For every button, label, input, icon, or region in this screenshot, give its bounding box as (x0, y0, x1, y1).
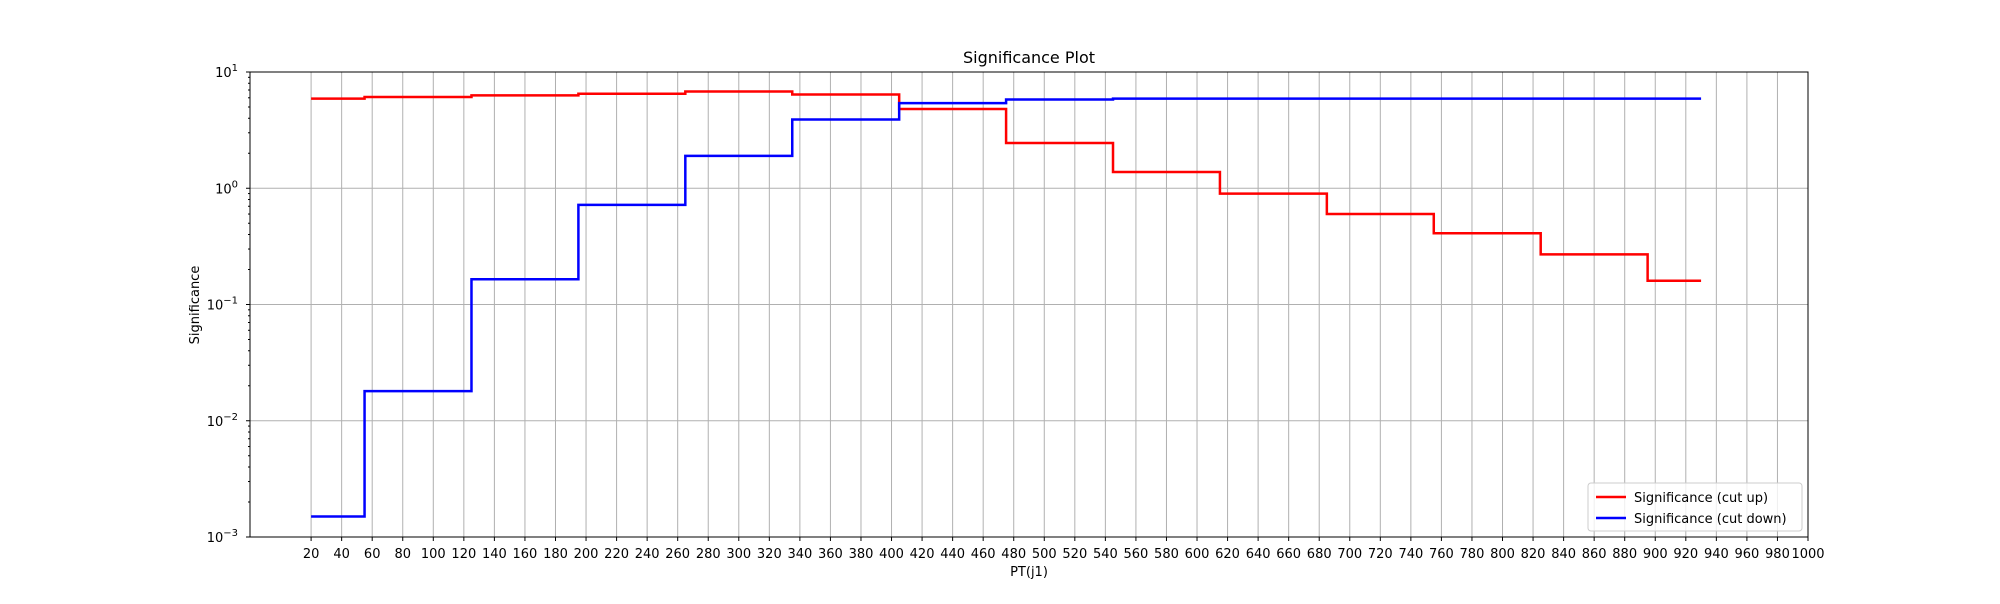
x-tick-label: 320 (757, 547, 782, 562)
x-tick-label: 260 (665, 547, 690, 562)
x-tick-label: 140 (482, 547, 507, 562)
x-tick-label: 600 (1185, 547, 1210, 562)
y-tick-label: 10−3 (207, 528, 238, 546)
y-tick-label: 100 (215, 179, 238, 197)
y-tick-label: 101 (215, 63, 238, 81)
x-tick-label: 1000 (1791, 547, 1824, 562)
x-tick-label: 200 (574, 547, 599, 562)
legend: Significance (cut up) Significance (cut d… (1587, 482, 1803, 532)
x-axis-label: PT(j1) (1010, 565, 1048, 580)
x-tick-label: 120 (451, 547, 476, 562)
series-line-cut-down (311, 97, 1702, 518)
x-tick-label: 700 (1337, 547, 1362, 562)
x-tick-label: 900 (1643, 547, 1668, 562)
legend-label: Significance (cut down) (1634, 512, 1787, 527)
x-tick-label: 480 (1001, 547, 1026, 562)
x-tick-label: 940 (1704, 547, 1729, 562)
x-tick-label: 240 (635, 547, 660, 562)
x-tick-label: 440 (940, 547, 965, 562)
x-tick-label: 980 (1765, 547, 1790, 562)
x-tick-label: 780 (1460, 547, 1485, 562)
x-tick-label: 760 (1429, 547, 1454, 562)
x-tick-label: 680 (1307, 547, 1332, 562)
x-tick-label: 820 (1521, 547, 1546, 562)
y-axis-label: Significance (188, 266, 203, 345)
x-tick-label: 360 (818, 547, 843, 562)
x-tick-label: 100 (421, 547, 446, 562)
x-tick-label: 400 (879, 547, 904, 562)
x-tick-label: 520 (1062, 547, 1087, 562)
y-tick-label: 10−2 (207, 412, 238, 430)
x-tick-label: 660 (1276, 547, 1301, 562)
legend-box (1587, 482, 1803, 532)
x-tick-label: 220 (604, 547, 629, 562)
x-tick-label: 80 (394, 547, 411, 562)
x-tick-label: 180 (543, 547, 568, 562)
x-tick-label: 640 (1246, 547, 1271, 562)
chart-title: Significance Plot (963, 48, 1095, 67)
x-tick-label: 560 (1124, 547, 1149, 562)
y-tick-label: 10−1 (207, 296, 238, 314)
series-line-cut-up (311, 90, 1702, 283)
x-tick-label: 880 (1612, 547, 1637, 562)
x-tick-label: 20 (303, 547, 320, 562)
x-tick-label: 960 (1734, 547, 1759, 562)
x-tick-label: 420 (910, 547, 935, 562)
x-tick-label: 720 (1368, 547, 1393, 562)
x-tick-label: 60 (364, 547, 381, 562)
grid-layer (250, 71, 1809, 538)
x-tick-label: 160 (513, 547, 538, 562)
x-tick-label: 920 (1673, 547, 1698, 562)
legend-label: Significance (cut up) (1634, 491, 1768, 506)
x-tick-label: 580 (1154, 547, 1179, 562)
x-tick-label: 840 (1551, 547, 1576, 562)
x-tick-label: 460 (971, 547, 996, 562)
x-tick-label: 620 (1215, 547, 1240, 562)
x-tick-label: 300 (726, 547, 751, 562)
series-layer (311, 90, 1702, 518)
x-tick-label: 340 (787, 547, 812, 562)
x-tick-label: 280 (696, 547, 721, 562)
x-tick-label: 40 (333, 547, 350, 562)
x-tick-label: 500 (1032, 547, 1057, 562)
x-tick-label: 800 (1490, 547, 1515, 562)
x-tick-label: 540 (1093, 547, 1118, 562)
x-tick-label: 860 (1582, 547, 1607, 562)
tick-layer: 20 40 60 80 100 120 140 160 180 200 220 240 260 280 30… (207, 63, 1825, 562)
x-tick-label: 740 (1398, 547, 1423, 562)
x-tick-label: 380 (849, 547, 874, 562)
